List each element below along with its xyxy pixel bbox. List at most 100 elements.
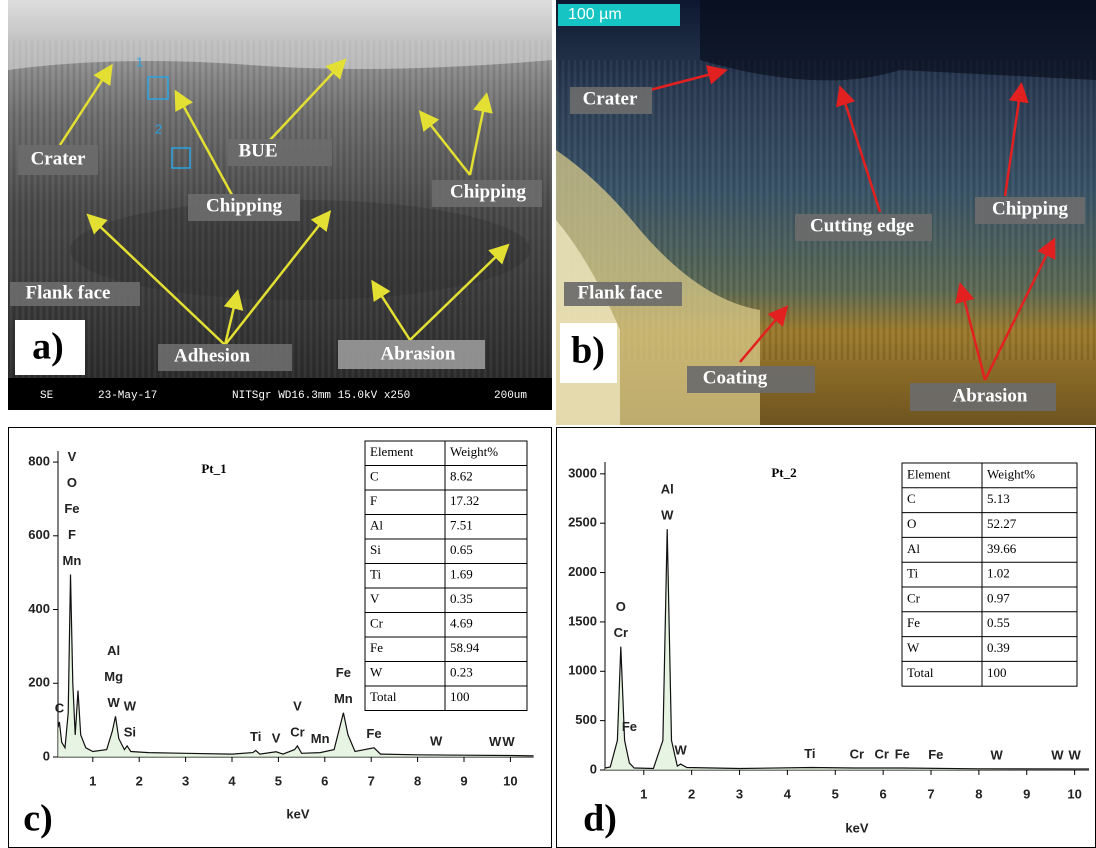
peak-label: C bbox=[55, 700, 65, 715]
peak-label: W bbox=[124, 698, 137, 713]
table-cell: 0.35 bbox=[450, 591, 473, 606]
x-tick-label: 6 bbox=[880, 786, 887, 801]
annotation: Cutting edge bbox=[810, 215, 914, 236]
y-tick-label: 2500 bbox=[568, 515, 597, 530]
peak-label: Mg bbox=[104, 669, 123, 684]
panel-label: a) bbox=[32, 326, 64, 368]
x-tick-label: 8 bbox=[414, 773, 421, 788]
annotation: Adhesion bbox=[174, 345, 250, 366]
x-tick-label: 4 bbox=[784, 786, 792, 801]
y-tick-label: 1500 bbox=[568, 613, 597, 628]
annotation: BUE bbox=[238, 140, 277, 161]
chart-title: Pt_1 bbox=[201, 461, 226, 476]
table-cell: Si bbox=[370, 542, 381, 557]
table-header: Weight% bbox=[987, 466, 1035, 481]
peak-label: Fe bbox=[64, 501, 79, 516]
y-tick-label: 0 bbox=[43, 748, 50, 763]
table-cell: 100 bbox=[450, 689, 470, 704]
table-cell: C bbox=[370, 469, 379, 484]
table-cell: 1.69 bbox=[450, 567, 473, 582]
table-cell: 1.02 bbox=[987, 566, 1010, 581]
peak-label: Al bbox=[661, 482, 674, 497]
sem-footer: 23-May-17 bbox=[98, 390, 157, 402]
table-cell: F bbox=[370, 493, 377, 508]
peak-label: Al bbox=[107, 643, 120, 658]
x-tick-label: 2 bbox=[688, 786, 695, 801]
table-header: Element bbox=[907, 466, 951, 481]
sem-footer: NITSgr WD16.3mm 15.0kV x250 bbox=[232, 390, 410, 402]
annotation: Flank face bbox=[578, 282, 663, 303]
sem-image: 1 2 Crater BUE Chipping Chipping Flank f… bbox=[8, 0, 552, 410]
panel-label: b) bbox=[571, 330, 605, 372]
chart-title: Pt_2 bbox=[771, 465, 796, 480]
table-cell: V bbox=[370, 591, 380, 606]
sem-footer: 200um bbox=[494, 390, 527, 402]
peak-label: Cr bbox=[290, 724, 304, 739]
peak-label: W bbox=[108, 695, 121, 710]
peak-label: F bbox=[68, 527, 76, 542]
x-axis-label: keV bbox=[286, 806, 309, 821]
peak-label: Fe bbox=[622, 719, 637, 734]
peak-label: V bbox=[272, 730, 281, 745]
peak-label: Cr bbox=[614, 625, 628, 640]
y-tick-label: 800 bbox=[28, 453, 50, 468]
table-header: Element bbox=[370, 444, 414, 459]
x-tick-label: 8 bbox=[975, 786, 982, 801]
annotation: Abrasion bbox=[381, 343, 456, 364]
peak-label: Fe bbox=[366, 726, 381, 741]
x-tick-label: 3 bbox=[736, 786, 743, 801]
table-cell: 100 bbox=[987, 665, 1007, 680]
peak-label: Cr bbox=[874, 746, 888, 761]
x-tick-label: 7 bbox=[368, 773, 375, 788]
peak-label: O bbox=[616, 599, 626, 614]
peak-label: V bbox=[68, 449, 77, 464]
x-tick-label: 1 bbox=[89, 773, 96, 788]
x-tick-label: 3 bbox=[182, 773, 189, 788]
peak-label: Fe bbox=[336, 665, 351, 680]
scale-bar: 100 µm bbox=[568, 6, 622, 23]
point-marker: 2 bbox=[155, 121, 162, 136]
table-cell: Cr bbox=[907, 590, 921, 605]
table-cell: 52.27 bbox=[987, 516, 1017, 531]
annotation: Crater bbox=[31, 148, 86, 169]
x-tick-label: 9 bbox=[1023, 786, 1030, 801]
peak-label: Ti bbox=[804, 746, 815, 761]
peak-label: Fe bbox=[928, 747, 943, 762]
table-cell: 0.23 bbox=[450, 665, 473, 680]
table-cell: 39.66 bbox=[987, 541, 1017, 556]
optical-image: 100 µm Crater Cutting edge Chipping Flan… bbox=[556, 0, 1096, 425]
peak-label: W bbox=[430, 733, 443, 748]
peak-label: W bbox=[1051, 747, 1064, 762]
annotation: Chipping bbox=[206, 195, 283, 216]
peak-label: O bbox=[67, 475, 77, 490]
y-tick-label: 200 bbox=[28, 675, 50, 690]
table-border bbox=[365, 441, 527, 711]
table-cell: 8.62 bbox=[450, 469, 473, 484]
y-tick-label: 2000 bbox=[568, 564, 597, 579]
table-cell: C bbox=[907, 491, 916, 506]
peak-label: W bbox=[661, 508, 674, 523]
table-cell: 58.94 bbox=[450, 640, 480, 655]
table-cell: Al bbox=[370, 518, 383, 533]
point-marker: 1 bbox=[136, 54, 143, 69]
x-tick-label: 4 bbox=[228, 773, 236, 788]
y-tick-label: 0 bbox=[590, 761, 597, 776]
figure: 1 2 Crater BUE Chipping Chipping Flank f… bbox=[0, 0, 1096, 848]
table-header: Weight% bbox=[450, 444, 498, 459]
peak-label: W bbox=[1068, 747, 1081, 762]
table-cell: 0.55 bbox=[987, 615, 1010, 630]
peak-label: Mn bbox=[311, 731, 330, 746]
table-cell: Cr bbox=[370, 616, 384, 631]
y-tick-label: 400 bbox=[28, 601, 50, 616]
x-axis-label: keV bbox=[845, 820, 868, 835]
table-cell: 0.39 bbox=[987, 640, 1010, 655]
annotation: Chipping bbox=[992, 198, 1069, 219]
table-cell: 0.97 bbox=[987, 590, 1010, 605]
table-cell: 5.13 bbox=[987, 491, 1010, 506]
peak-label: W bbox=[990, 747, 1003, 762]
x-tick-label: 1 bbox=[640, 786, 647, 801]
x-tick-label: 2 bbox=[136, 773, 143, 788]
y-tick-label: 1000 bbox=[568, 663, 597, 678]
x-tick-label: 10 bbox=[503, 773, 517, 788]
panel-label: d) bbox=[583, 798, 617, 840]
